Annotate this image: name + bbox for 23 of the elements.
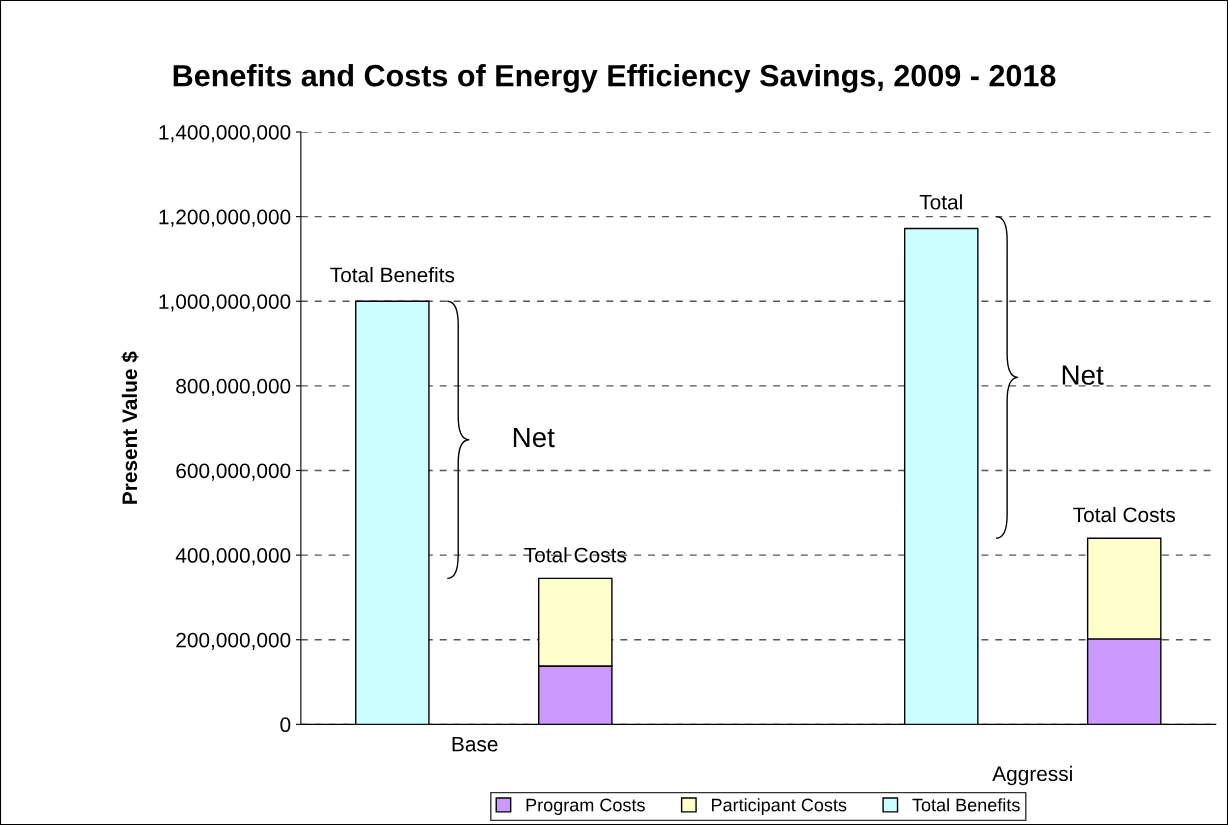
annotation: Net <box>513 427 555 448</box>
legend-label: Program Costs <box>526 798 645 815</box>
annotation: Net <box>1062 365 1104 385</box>
legend-label: Total Benefits <box>912 798 1020 812</box>
annotation: Total Benefits <box>330 267 455 283</box>
chart-title: Benefits and Costs of Energy Efficiency Savings, 2009 - 2018 <box>173 64 1056 93</box>
y-tick-label: 800,000,000 <box>176 378 291 397</box>
annotation: Total Costs <box>1073 506 1175 523</box>
text: Base <box>452 736 498 752</box>
legend-label: Participant Costs <box>711 798 847 815</box>
bar <box>355 300 430 725</box>
annotation: Total <box>919 194 962 210</box>
annotation: Total Costs <box>524 547 627 563</box>
y-tick-label: 1,000,000,000 <box>159 294 291 312</box>
y-tick-label: 0 <box>280 717 291 733</box>
y-tick-label: 1,400,000,000 <box>159 125 291 143</box>
bar <box>903 227 979 725</box>
y-axis-title: Present Value $ <box>121 351 139 504</box>
y-tick-label: 600,000,000 <box>176 463 291 481</box>
y-tick-label: 1,200,000,000 <box>159 209 291 227</box>
text: Aggressi <box>992 765 1072 786</box>
y-tick-label: 200,000,000 <box>176 632 291 650</box>
y-tick-label: 400,000,000 <box>175 548 291 566</box>
